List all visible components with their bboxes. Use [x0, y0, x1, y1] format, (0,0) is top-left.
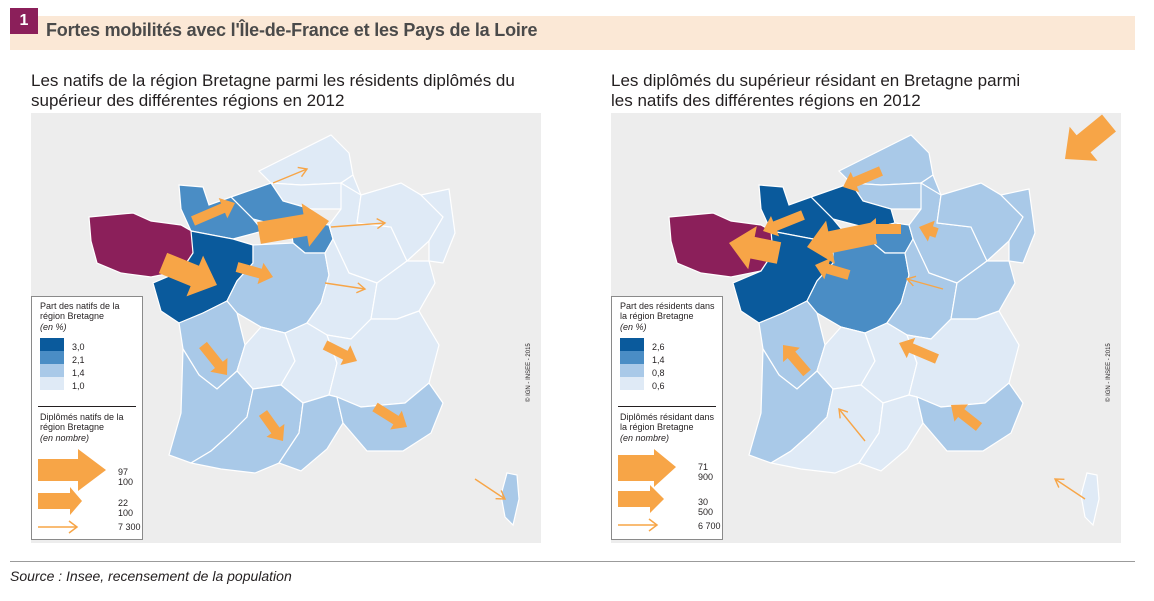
- region-nord: [257, 134, 354, 186]
- flow-arrow-4: [235, 262, 273, 285]
- flow-arrow-1: [1065, 114, 1116, 161]
- flow-arrow-6: [863, 218, 901, 240]
- figure-header: [10, 16, 1135, 50]
- legend-flow-value: 22 100: [118, 498, 134, 518]
- legend-flow-arrows: [618, 449, 676, 532]
- flow-arrow-14-head: [1053, 478, 1065, 488]
- legend-swatch-class-4: [620, 338, 644, 351]
- flow-arrow-12-head: [905, 275, 917, 287]
- legend-threshold: 1,0: [72, 381, 85, 391]
- right-map-credit: © IGN - INSEE - 2015: [1106, 343, 1112, 402]
- legend-flow-value: 6 700: [698, 521, 721, 531]
- legend-flow-unit: (en nombre): [620, 433, 670, 443]
- legend-arrow-large: [38, 449, 106, 491]
- flow-arrow-13: [838, 408, 866, 442]
- source-note: Source : Insee, recensement de la popula…: [10, 568, 292, 584]
- right-legend: Part des résidents dans la région Bretag…: [611, 296, 723, 540]
- flow-arrow-8: [899, 337, 939, 364]
- flow-arrow-11: [919, 220, 939, 242]
- legend-flow-value: 30 500: [698, 497, 714, 517]
- flow-arrow-5: [199, 341, 228, 375]
- flow-arrow-9-head: [297, 166, 309, 178]
- legend-swatch-class-2: [620, 364, 644, 377]
- flow-arrow-12: [474, 478, 506, 500]
- legend-threshold: 1,4: [652, 355, 665, 365]
- legend-arrow-medium: [618, 485, 664, 513]
- flow-arrow-5: [843, 166, 883, 193]
- legend-arrow-small: [618, 518, 659, 532]
- legend-threshold: 3,0: [72, 342, 85, 352]
- left-map-credit: © IGN - INSEE - 2015: [526, 343, 532, 402]
- flow-arrow-10: [951, 404, 983, 431]
- right-map-subtitle: Les diplômés du supérieur résidant en Br…: [611, 71, 1021, 110]
- left-legend: Part des natifs de la région Bretagne (e…: [31, 296, 143, 540]
- legend-flow-title: Diplômés résidant dans la région Bretagn…: [620, 412, 715, 432]
- legend-share-unit: (en %): [40, 322, 67, 332]
- legend-swatch-class-3: [40, 351, 64, 364]
- legend-flow-value: 7 300: [118, 522, 141, 532]
- figure-title: Fortes mobilités avec l'Île-de-France et…: [46, 20, 538, 40]
- region-corse: [500, 472, 520, 527]
- legend-threshold: 2,1: [72, 355, 85, 365]
- flow-arrow-10-head: [376, 217, 387, 230]
- legend-share-title: Part des résidents dans la région Bretag…: [620, 301, 715, 321]
- legend-threshold: 1,4: [72, 368, 85, 378]
- flow-arrow-14: [1054, 478, 1086, 500]
- flow-arrow-2: [807, 220, 878, 264]
- legend-swatch-class-3: [620, 351, 644, 364]
- flow-arrow-3: [763, 210, 805, 237]
- flow-arrow-6: [322, 340, 357, 366]
- flow-arrow-7: [258, 410, 285, 441]
- legend-divider: [38, 406, 136, 407]
- legend-arrow-medium: [38, 487, 82, 515]
- region-corse: [1080, 472, 1100, 527]
- figure-number: 1: [10, 8, 38, 34]
- flow-arrow-12-head: [495, 490, 507, 500]
- flow-arrow-10: [330, 222, 386, 228]
- right-map-svg: [668, 114, 1116, 527]
- legend-flow-arrows: [38, 449, 106, 534]
- footer-rule: [10, 561, 1135, 562]
- flow-arrow-11: [324, 282, 366, 290]
- legend-flow-unit: (en nombre): [40, 433, 90, 443]
- legend-swatch-class-4: [40, 338, 64, 351]
- legend-share-unit: (en %): [620, 322, 647, 332]
- legend-swatch-class-2: [40, 364, 64, 377]
- legend-divider: [618, 406, 716, 407]
- flow-arrow-7: [815, 258, 851, 280]
- legend-threshold: 0,8: [652, 368, 665, 378]
- flow-arrow-11-head: [356, 282, 367, 294]
- flow-arrow-2: [158, 252, 217, 297]
- flow-arrow-3: [191, 198, 235, 226]
- flow-arrow-1: [257, 203, 329, 247]
- flow-arrow-9: [783, 345, 811, 377]
- legend-flow-value: 97 100: [118, 467, 134, 487]
- legend-share-title: Part des natifs de la région Bretagne: [40, 301, 120, 321]
- flow-arrow-12: [906, 278, 944, 290]
- legend-arrow-large: [618, 449, 676, 487]
- region-alsace: [999, 188, 1036, 264]
- legend-flow-value: 71 900: [698, 462, 714, 482]
- legend-swatch-class-1: [620, 377, 644, 390]
- flow-arrow-8: [372, 402, 407, 430]
- flow-arrow-13-head: [838, 407, 849, 419]
- flow-arrow-4: [729, 226, 782, 270]
- region-alsace: [419, 188, 456, 264]
- left-map-subtitle: Les natifs de la région Bretagne parmi l…: [31, 71, 515, 110]
- legend-flow-title: Diplômés natifs de la région Bretagne: [40, 412, 124, 432]
- legend-arrow-small: [38, 520, 79, 534]
- legend-threshold: 0,6: [652, 381, 665, 391]
- legend-swatch-class-1: [40, 377, 64, 390]
- left-map: [31, 113, 541, 543]
- left-map-svg: [88, 134, 520, 527]
- legend-threshold: 2,6: [652, 342, 665, 352]
- flow-arrow-9: [272, 168, 308, 184]
